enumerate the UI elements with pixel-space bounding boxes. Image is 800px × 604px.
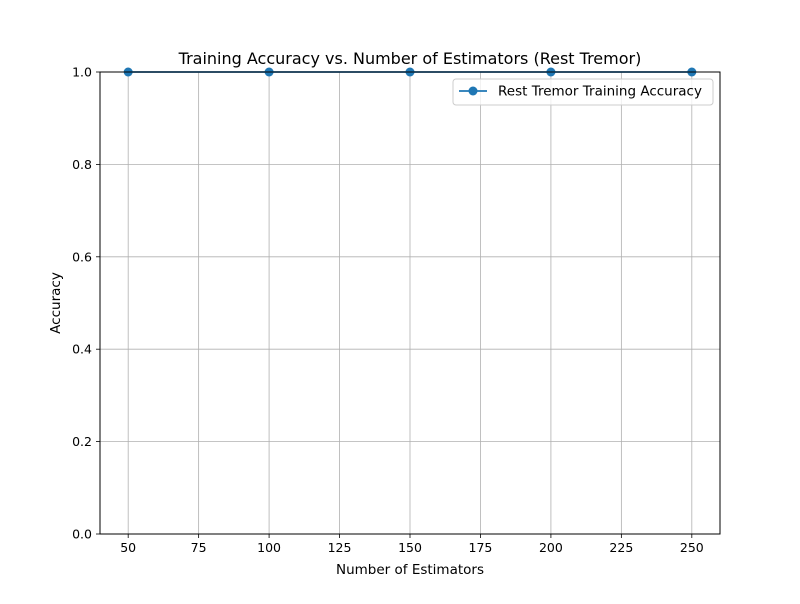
chart-title: Training Accuracy vs. Number of Estimato… [178,49,642,68]
x-axis-label: Number of Estimators [336,562,484,578]
y-tick-label: 0.0 [72,527,92,542]
x-tick-label: 225 [609,540,633,555]
y-tick-label: 0.2 [72,434,92,449]
y-tick-label: 0.4 [72,342,92,357]
x-tick-label: 125 [328,540,352,555]
legend-entry-label: Rest Tremor Training Accuracy [498,84,702,100]
legend-marker-swatch [468,86,478,96]
legend-box [452,78,714,106]
x-tick-label: 250 [680,540,704,555]
y-tick-label: 1.0 [72,65,92,80]
x-tick-label: 175 [469,540,493,555]
grid-layer [100,71,720,535]
y-tick-label: 0.6 [72,249,92,264]
x-tick-label: 100 [257,540,281,555]
y-axis-label: Accuracy [48,272,64,334]
y-tick-label: 0.8 [72,157,92,172]
x-tick-label: 50 [120,540,136,555]
x-tick-label: 200 [539,540,563,555]
legend: Rest Tremor Training Accuracy [452,78,714,106]
x-tick-label: 150 [398,540,422,555]
x-tick-label: 75 [191,540,207,555]
tick-layer: 50 75 100 125 150 175 200 225 250 0.0 0.2 0.4 0.6 0.8… [72,65,704,556]
